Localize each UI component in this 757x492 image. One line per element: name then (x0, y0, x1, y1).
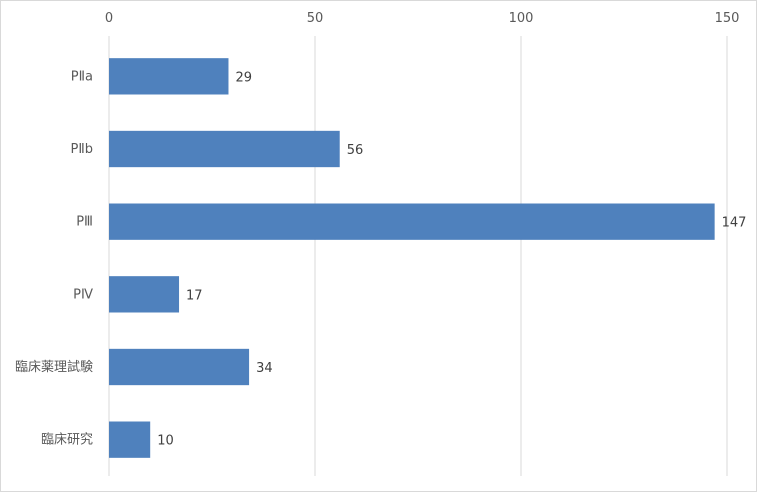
category-label: 臨床研究 (41, 433, 93, 448)
bar (109, 130, 340, 168)
x-tick-label: 0 (105, 11, 113, 26)
category-label: PⅡa (71, 69, 93, 84)
gridlines (108, 36, 728, 476)
category-label: PⅢ (76, 215, 93, 230)
x-tick-label: 150 (715, 11, 740, 26)
category-label: PⅣ (73, 287, 93, 302)
bar (109, 276, 180, 313)
data-label: 10 (157, 434, 174, 449)
data-labels: 29 56 147 17 34 10 (157, 70, 746, 448)
x-axis-ticks: 0 50 100 150 (105, 11, 740, 26)
category-label: PⅡb (71, 142, 94, 157)
data-label: 34 (256, 361, 273, 376)
data-label: 29 (235, 70, 252, 85)
data-label: 17 (186, 288, 203, 303)
data-label: 56 (347, 143, 364, 158)
bar (109, 203, 715, 240)
bar (109, 348, 250, 386)
bars (109, 58, 715, 458)
x-tick-label: 100 (509, 11, 534, 26)
bar (109, 58, 229, 95)
category-label: 臨床薬理試験 (15, 359, 93, 375)
bar (109, 421, 151, 458)
data-label: 147 (722, 216, 747, 231)
x-tick-label: 50 (307, 11, 324, 26)
